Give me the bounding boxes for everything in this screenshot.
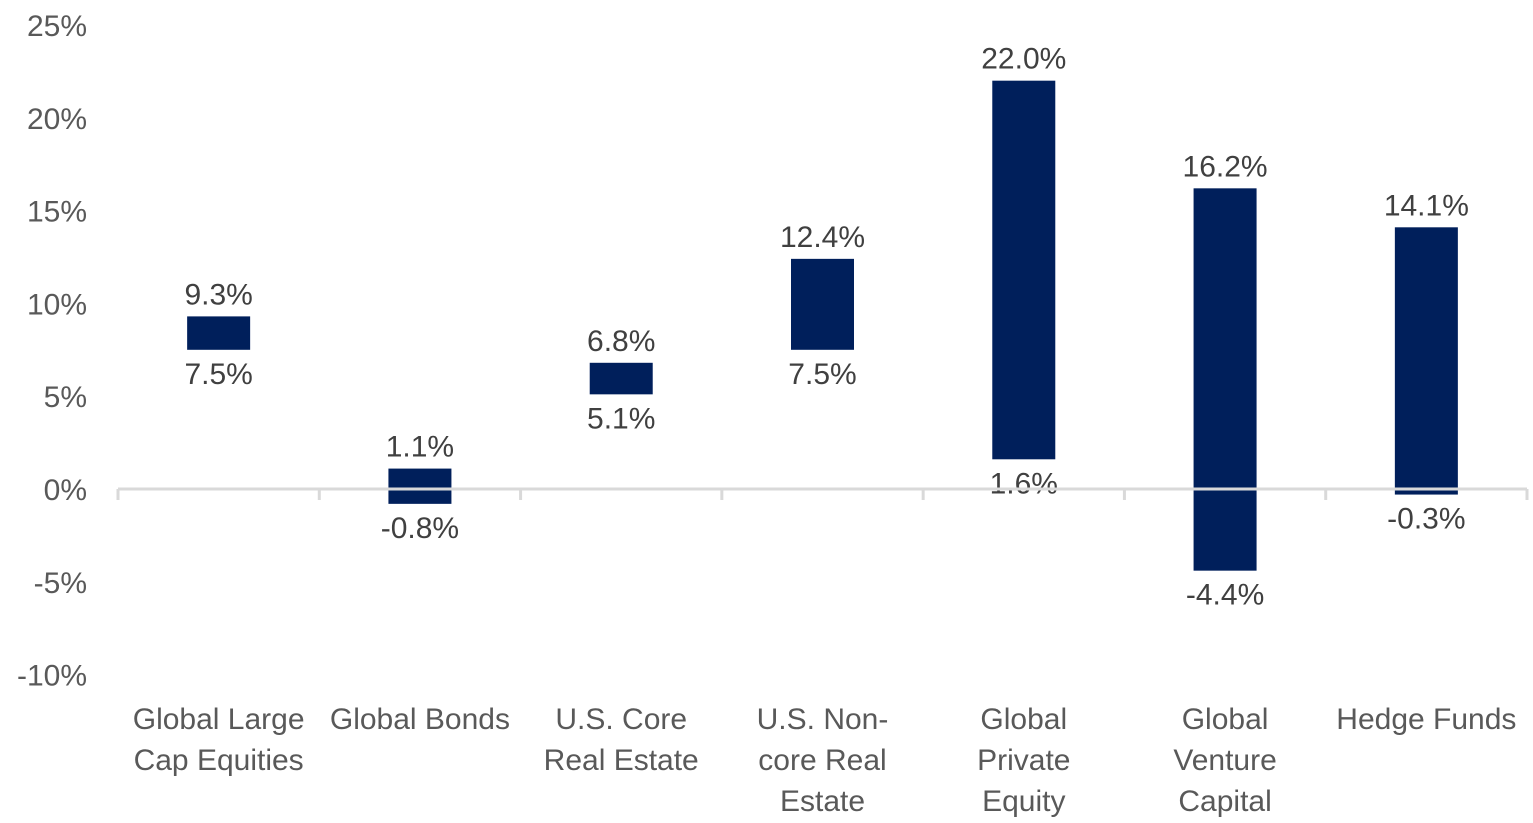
range-bar [1193,188,1257,571]
high-data-label: 22.0% [981,43,1066,76]
x-category-label: Global [1182,703,1269,736]
low-data-label: 1.6% [990,467,1058,500]
range-bar [589,362,653,395]
high-data-label: 1.1% [386,431,454,464]
x-category-label: Cap Equities [134,744,304,777]
y-tick-label: 0% [44,474,87,507]
low-data-label: -0.8% [381,512,459,545]
y-tick-label: 10% [27,288,87,321]
low-data-label: 7.5% [184,358,252,391]
range-bar [992,80,1056,460]
high-data-label: 9.3% [184,278,252,311]
range-bar [388,468,452,504]
range-bar [791,258,854,350]
y-tick-label: -5% [34,567,87,600]
high-data-label: 14.1% [1384,189,1469,222]
x-category-label: Global [980,703,1067,736]
x-category-label: core Real [758,744,886,777]
low-data-label: 5.1% [587,402,655,435]
y-tick-label: 25% [27,10,87,43]
x-category-label: U.S. Core [555,703,687,736]
low-data-label: -4.4% [1186,579,1264,612]
range-bar [1394,227,1458,495]
low-data-label: 7.5% [788,358,856,391]
x-category-label: Global Large [133,703,305,736]
x-category-label: Real Estate [544,744,699,777]
high-data-label: 6.8% [587,325,655,358]
x-category-label: Global Bonds [330,703,510,736]
y-tick-label: 20% [27,103,87,136]
x-category-label: Hedge Funds [1336,703,1516,736]
y-tick-label: 5% [44,381,87,414]
y-tick-label: -10% [17,660,87,693]
low-data-label: -0.3% [1387,503,1465,536]
x-category-label: Private [977,744,1070,777]
high-data-label: 16.2% [1183,150,1268,183]
y-tick-label: 15% [27,196,87,229]
x-category-label: Venture [1173,744,1276,777]
high-data-label: 12.4% [780,221,865,254]
x-category-label: Equity [982,785,1065,818]
range-bar [187,316,251,350]
x-category-label: U.S. Non- [757,703,889,736]
x-category-label: Capital [1178,785,1271,818]
x-category-label: Estate [780,785,865,818]
